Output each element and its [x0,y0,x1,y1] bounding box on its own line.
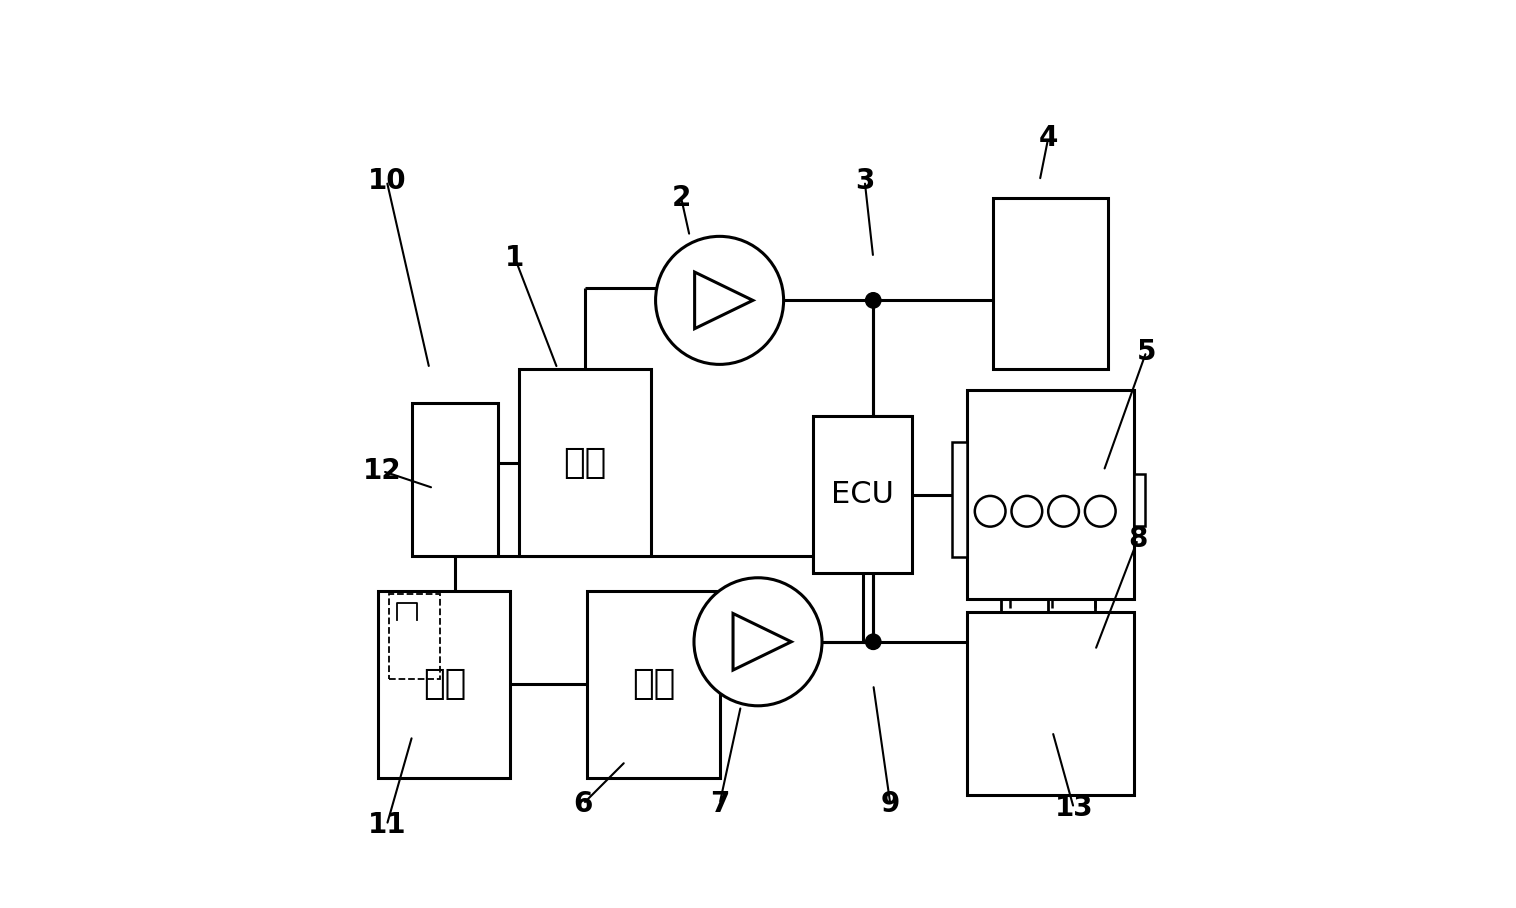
FancyBboxPatch shape [967,390,1134,599]
Text: 10: 10 [367,167,406,195]
FancyBboxPatch shape [518,369,652,557]
Circle shape [866,292,881,308]
Text: 8: 8 [1128,526,1148,553]
Text: 1: 1 [505,243,525,271]
Circle shape [694,577,822,706]
Circle shape [1048,496,1079,527]
Circle shape [866,634,881,649]
Circle shape [1011,496,1041,527]
Polygon shape [734,614,791,670]
FancyBboxPatch shape [993,198,1108,369]
Text: 13: 13 [1055,794,1093,823]
FancyBboxPatch shape [412,403,497,557]
Text: 7: 7 [709,790,729,818]
Text: 甲醇: 甲醇 [564,446,606,479]
Text: 6: 6 [573,790,593,818]
Text: 5: 5 [1137,338,1157,366]
Text: 2: 2 [672,184,691,212]
FancyBboxPatch shape [814,416,911,574]
Text: 9: 9 [881,790,901,818]
Text: 4: 4 [1038,124,1058,153]
Text: 水箱: 水箱 [423,667,465,702]
Text: ECU: ECU [831,480,894,509]
Text: 12: 12 [364,457,402,485]
FancyBboxPatch shape [952,442,967,558]
FancyBboxPatch shape [390,595,440,679]
Circle shape [1085,496,1116,527]
FancyBboxPatch shape [1134,474,1145,526]
FancyBboxPatch shape [587,590,720,778]
Text: 汽油: 汽油 [632,667,675,702]
FancyBboxPatch shape [967,612,1134,795]
Text: 3: 3 [855,167,875,195]
Circle shape [655,236,784,364]
Text: 11: 11 [367,811,406,839]
Polygon shape [694,272,753,329]
FancyBboxPatch shape [377,590,511,778]
Circle shape [975,496,1005,527]
